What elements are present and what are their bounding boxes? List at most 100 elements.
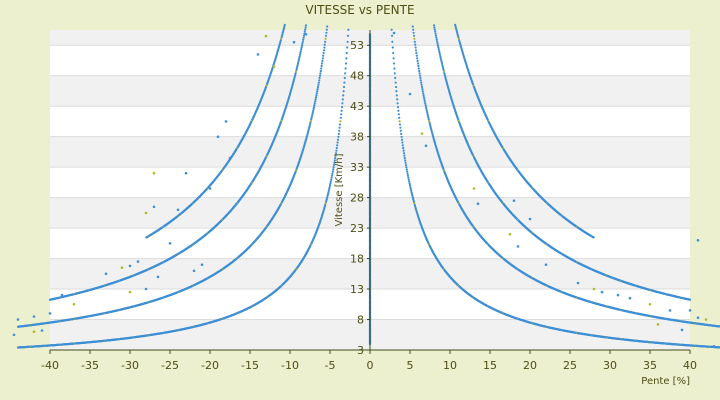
data-point — [398, 123, 402, 126]
data-point — [409, 187, 412, 191]
data-point — [392, 51, 395, 55]
data-point — [412, 28, 415, 31]
data-point — [316, 85, 320, 89]
data-point — [428, 121, 431, 124]
data-point — [414, 49, 418, 52]
data-point — [301, 40, 304, 43]
data-point — [327, 189, 330, 192]
data-point — [408, 184, 412, 187]
data-point — [393, 67, 396, 70]
data-point — [321, 57, 324, 60]
data-point — [399, 126, 402, 129]
data-point — [318, 74, 322, 77]
data-point — [412, 34, 416, 37]
data-point — [302, 34, 306, 37]
data-point — [426, 115, 430, 118]
data-point — [436, 40, 439, 43]
data-point — [345, 51, 348, 55]
data-point — [296, 64, 299, 67]
data-point — [325, 28, 328, 31]
data-point — [397, 113, 400, 116]
data-point — [434, 32, 437, 35]
data-point — [322, 51, 325, 55]
data-point — [345, 57, 348, 60]
data-point — [347, 28, 350, 31]
data-point — [419, 76, 422, 80]
data-point — [325, 31, 328, 34]
data-point — [334, 157, 337, 160]
data-point — [437, 48, 440, 51]
data-point — [420, 85, 424, 89]
data-point — [312, 107, 315, 110]
data-point — [417, 67, 420, 70]
data-point — [346, 40, 349, 43]
data-point — [409, 186, 412, 189]
data-point — [300, 48, 303, 51]
data-point — [424, 106, 428, 109]
data-point — [420, 81, 423, 84]
data-point — [296, 62, 300, 65]
data-point — [330, 176, 333, 179]
data-point — [391, 46, 394, 49]
data-point — [297, 60, 300, 63]
data-point — [416, 62, 420, 65]
data-point — [344, 62, 348, 65]
data-point — [314, 98, 317, 101]
data-point — [329, 180, 332, 183]
data-point — [299, 50, 302, 53]
data-point — [16, 346, 20, 349]
data-point — [419, 79, 422, 82]
data-point — [344, 72, 347, 75]
data-point — [298, 53, 302, 56]
data-point — [395, 90, 398, 93]
data-point — [341, 102, 344, 105]
data-point — [403, 154, 406, 157]
data-point — [424, 102, 427, 105]
data-point — [295, 69, 298, 72]
data-point — [413, 40, 416, 43]
data-point — [336, 141, 339, 144]
data-point — [336, 144, 339, 147]
data-point — [400, 138, 404, 141]
data-point — [421, 88, 424, 91]
data-point — [414, 43, 417, 46]
data-point — [301, 42, 304, 45]
data-point — [392, 62, 396, 65]
data-point — [304, 28, 307, 31]
data-point — [434, 30, 437, 33]
data-point — [16, 325, 20, 328]
data-point — [411, 25, 414, 28]
data-point — [422, 94, 425, 97]
data-point — [426, 113, 429, 116]
data-point — [300, 46, 303, 49]
data-point — [319, 69, 322, 73]
data-point — [406, 172, 409, 175]
data-point — [338, 129, 341, 132]
data-point — [414, 46, 417, 49]
data-point — [318, 76, 321, 80]
data-point — [320, 64, 323, 68]
data-point — [393, 72, 396, 75]
data-point — [331, 170, 334, 173]
data-point — [420, 83, 423, 86]
data-point — [333, 161, 336, 164]
data-point — [407, 176, 410, 179]
data-point — [340, 109, 343, 112]
data-point — [311, 113, 314, 116]
data-point — [330, 174, 334, 177]
data-point — [403, 157, 406, 160]
data-point — [412, 31, 415, 34]
data-point — [399, 129, 402, 132]
data-point — [408, 180, 411, 183]
data-point — [337, 135, 340, 138]
data-point — [436, 42, 439, 45]
data-point — [394, 76, 397, 80]
data-point — [312, 109, 315, 112]
data-point — [320, 62, 324, 65]
data-point — [332, 168, 335, 171]
data-point — [434, 34, 438, 37]
data-point — [328, 186, 331, 189]
data-point — [404, 159, 407, 162]
data-point — [396, 98, 399, 101]
